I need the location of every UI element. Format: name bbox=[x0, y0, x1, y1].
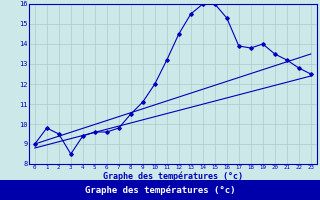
Text: Graphe des températures (°c): Graphe des températures (°c) bbox=[85, 185, 235, 195]
X-axis label: Graphe des températures (°c): Graphe des températures (°c) bbox=[103, 172, 243, 181]
